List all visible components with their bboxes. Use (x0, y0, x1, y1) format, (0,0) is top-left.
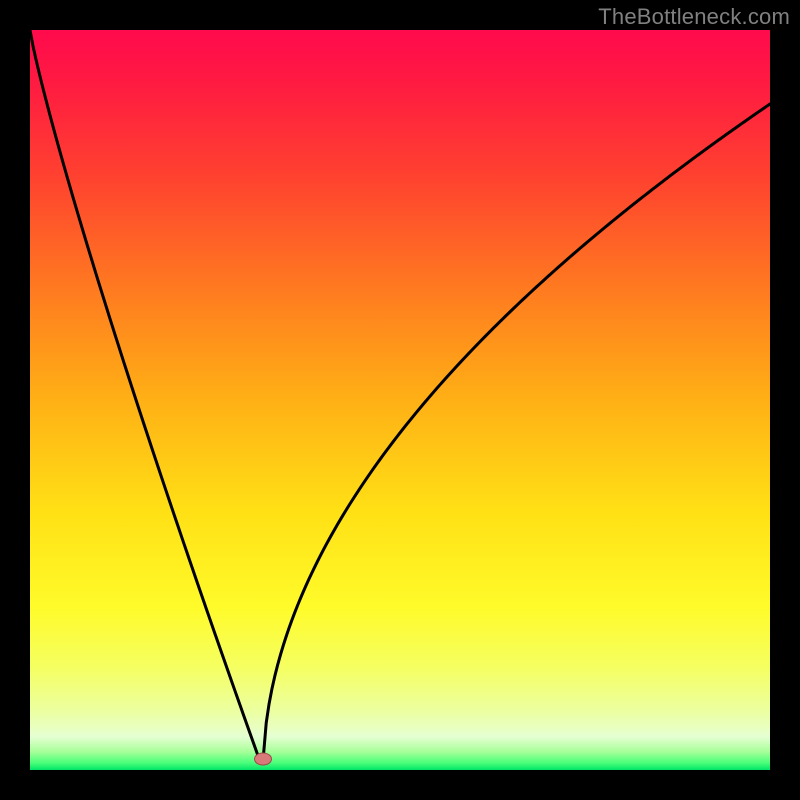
curve-path (30, 30, 770, 763)
plot-area (30, 30, 770, 770)
bottleneck-curve (30, 30, 770, 770)
watermark-text: TheBottleneck.com (598, 4, 790, 30)
minimum-marker (254, 752, 272, 765)
chart-frame: TheBottleneck.com (0, 0, 800, 800)
